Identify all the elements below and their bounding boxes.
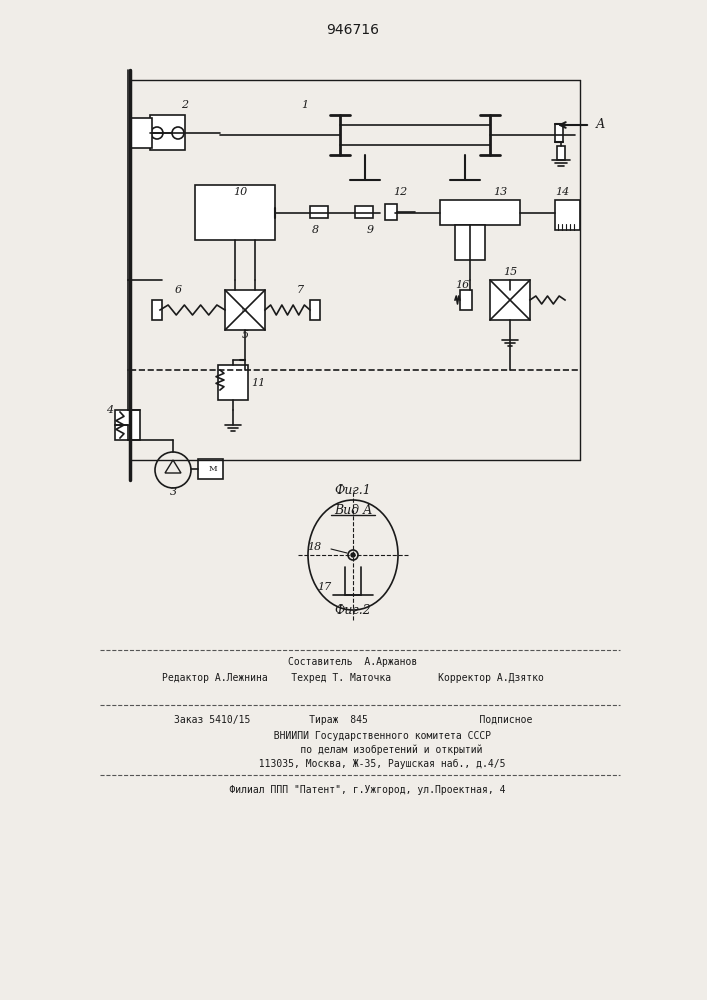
Text: Составитель  А.Аржанов: Составитель А.Аржанов [288, 657, 418, 667]
Bar [115, 410, 140, 440]
Bar [150, 115, 185, 150]
Circle shape [351, 553, 355, 557]
Text: 14: 14 [555, 187, 569, 197]
Text: Фиг.2: Фиг.2 [334, 603, 371, 616]
Text: Заказ 5410/15          Тираж  845                   Подписное: Заказ 5410/15 Тираж 845 Подписное [174, 715, 532, 725]
Text: 946716: 946716 [327, 23, 380, 37]
Bar [460, 290, 472, 310]
Text: 5: 5 [241, 330, 249, 340]
Bar [310, 206, 328, 218]
Text: 1: 1 [301, 100, 308, 110]
Bar [130, 118, 152, 148]
Text: 6: 6 [175, 285, 182, 295]
Text: Филиал ППП "Патент", г.Ужгород, ул.Проектная, 4: Филиал ППП "Патент", г.Ужгород, ул.Проек… [200, 785, 506, 795]
Bar [152, 300, 162, 320]
Bar [555, 200, 580, 230]
Bar [355, 206, 373, 218]
Text: 12: 12 [393, 187, 407, 197]
Text: 113035, Москва, Ж-35, Раушская наб., д.4/5: 113035, Москва, Ж-35, Раушская наб., д.4… [200, 759, 506, 769]
Text: 18: 18 [307, 542, 321, 552]
Text: 7: 7 [296, 285, 303, 295]
Text: ВНИИПИ Государственного комитета СССР: ВНИИПИ Государственного комитета СССР [215, 731, 491, 741]
Text: 8: 8 [312, 225, 319, 235]
Bar [195, 185, 275, 240]
Text: Фиг.1: Фиг.1 [334, 484, 371, 496]
Text: 11: 11 [251, 378, 265, 388]
Text: 17: 17 [317, 582, 331, 592]
Text: 16: 16 [455, 280, 469, 290]
Bar [440, 200, 520, 225]
Bar [218, 365, 248, 400]
Text: 2: 2 [182, 100, 189, 110]
Text: М: М [209, 465, 217, 473]
Bar [490, 280, 530, 320]
Text: 13: 13 [493, 187, 507, 197]
Text: 15: 15 [503, 267, 517, 277]
Bar [310, 300, 320, 320]
Text: 3: 3 [170, 487, 177, 497]
Text: Вид А: Вид А [334, 504, 373, 516]
Text: ▷: ▷ [243, 306, 247, 314]
Bar [455, 225, 485, 260]
Bar [557, 146, 565, 160]
Bar [198, 459, 223, 479]
Text: А: А [595, 118, 604, 131]
Text: по делам изобретений и открытий: по делам изобретений и открытий [223, 745, 482, 755]
Text: Редактор А.Лежнина    Техред Т. Маточка        Корректор А.Дзятко: Редактор А.Лежнина Техред Т. Маточка Кор… [162, 673, 544, 683]
Bar [385, 204, 397, 220]
Bar [555, 124, 563, 142]
Text: 10: 10 [233, 187, 247, 197]
Bar [225, 290, 265, 330]
Text: 9: 9 [366, 225, 373, 235]
Text: 4: 4 [106, 405, 113, 415]
